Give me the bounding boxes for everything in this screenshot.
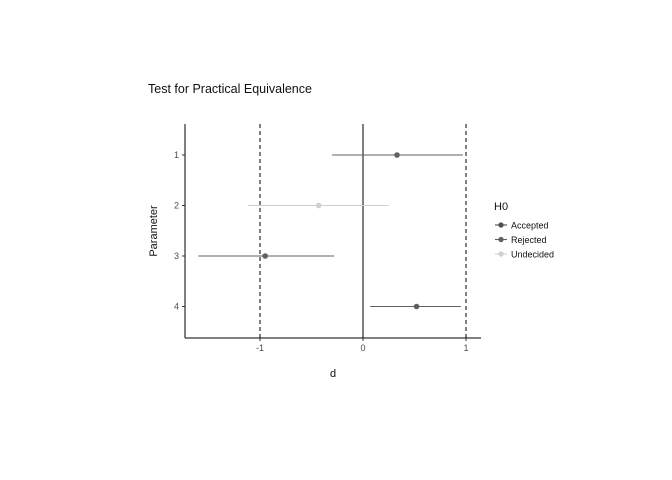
legend-key-point xyxy=(498,251,504,257)
legend-label: Undecided xyxy=(511,250,554,260)
plot-area: -1 0 1 1 2 3 4 xyxy=(174,124,481,353)
y-tick-label: 4 xyxy=(174,302,179,312)
legend-title: H0 xyxy=(494,201,508,213)
y-axis-title: Parameter xyxy=(148,205,160,257)
x-axis-title: d xyxy=(330,368,336,380)
point-1 xyxy=(394,152,400,158)
y-tick-label: 1 xyxy=(174,150,179,160)
point-2 xyxy=(315,202,322,209)
x-tick-label: 1 xyxy=(463,343,468,353)
legend-key-point xyxy=(498,236,504,243)
chart-title: Test for Practical Equivalence xyxy=(148,82,312,96)
y-tick-label: 3 xyxy=(174,251,179,261)
x-tick-label: 0 xyxy=(360,343,365,353)
legend: H0 Accepted Rejected Undecided xyxy=(494,201,554,260)
legend-key-point xyxy=(498,222,504,228)
point-4 xyxy=(413,303,420,310)
point-3 xyxy=(262,253,268,259)
y-tick-label: 2 xyxy=(174,201,179,211)
legend-label: Accepted xyxy=(511,221,549,231)
legend-label: Rejected xyxy=(511,235,547,245)
x-tick-label: -1 xyxy=(256,343,264,353)
